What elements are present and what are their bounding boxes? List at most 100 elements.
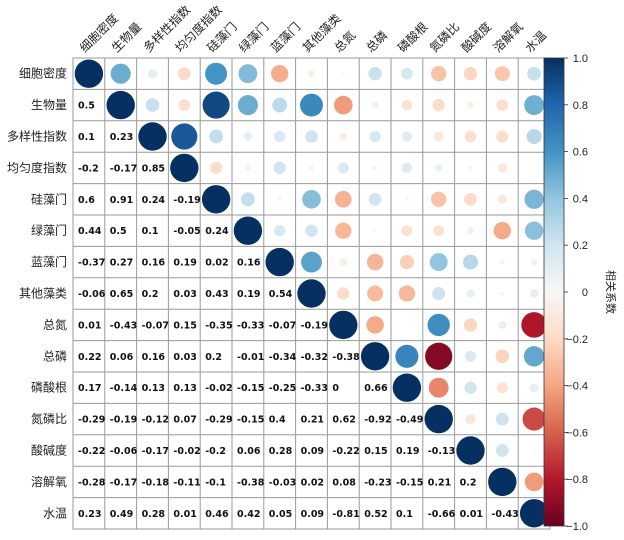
corr-value-8-3: 0.15 [173, 320, 196, 331]
corr-value-13-7: 0.02 [301, 477, 324, 488]
corr-value-10-9: 0.66 [364, 383, 388, 394]
corr-circle-2-2 [138, 122, 167, 151]
corr-circle-7-9 [367, 285, 384, 302]
corr-circle-5-6 [274, 225, 286, 237]
colorbar-tick-label-8: −0.6 [566, 427, 588, 439]
corr-circle-1-6 [272, 97, 288, 113]
corr-value-11-2: -0.12 [142, 415, 169, 426]
corr-circle-3-10 [401, 162, 413, 174]
col-label-9: 总磷 [363, 28, 391, 56]
corr-circle-1-13 [496, 99, 509, 111]
corr-circle-6-14 [530, 258, 538, 266]
corr-value-4-3: -0.19 [173, 195, 200, 206]
colorbar-tick-label-10: −1.0 [566, 521, 588, 533]
corr-value-13-3: -0.11 [173, 477, 200, 488]
corr-circle-8-12 [463, 318, 478, 332]
corr-circle-0-12 [463, 67, 478, 81]
corr-circle-7-12 [466, 289, 475, 298]
corr-value-1-0: 0.5 [78, 101, 95, 112]
corr-value-9-1: 0.06 [110, 352, 134, 363]
corr-value-12-5: 0.06 [237, 446, 261, 457]
corr-value-9-4: 0.2 [205, 352, 222, 363]
col-label-14: 水温 [522, 28, 549, 55]
corr-circle-1-4 [202, 91, 230, 119]
corr-circle-5-13 [493, 221, 512, 240]
corr-value-8-6: -0.07 [269, 320, 296, 331]
corr-circle-11-14 [522, 407, 546, 431]
corr-circle-0-8 [341, 72, 345, 76]
corr-circle-2-13 [496, 130, 509, 143]
corr-value-12-8: -0.22 [332, 446, 359, 457]
corr-value-11-3: 0.07 [173, 415, 196, 426]
corr-value-10-0: 0.17 [78, 383, 101, 394]
corr-value-6-3: 0.19 [173, 258, 196, 269]
col-label-6: 蓝藻门 [267, 19, 303, 55]
corr-circle-6-6 [265, 247, 294, 277]
corr-value-3-1: -0.17 [110, 163, 137, 174]
colorbar-tick-label-7: −0.4 [566, 381, 588, 393]
corr-value-3-2: 0.85 [142, 163, 165, 174]
corr-value-12-9: 0.15 [364, 446, 387, 457]
corr-circle-7-10 [398, 285, 416, 302]
corr-value-14-3: 0.01 [173, 509, 196, 520]
corr-circle-1-11 [432, 98, 445, 112]
corr-value-12-0: -0.22 [78, 446, 105, 457]
corr-circle-3-9 [372, 165, 378, 171]
corr-circle-4-9 [368, 192, 382, 206]
corr-value-7-4: 0.43 [205, 289, 228, 300]
col-label-5: 绿藻门 [235, 19, 271, 55]
corr-circle-8-9 [366, 316, 384, 334]
corr-circle-2-14 [526, 128, 542, 145]
corr-value-3-0: -0.2 [78, 163, 99, 174]
corr-circle-1-7 [300, 93, 323, 117]
corr-value-12-1: -0.06 [110, 446, 138, 457]
corr-circle-10-10 [392, 373, 422, 402]
corr-value-13-9: -0.23 [364, 477, 391, 488]
corr-circle-2-3 [171, 123, 198, 150]
corr-circle-8-13 [498, 320, 507, 329]
corr-value-10-7: -0.33 [301, 383, 328, 394]
corr-circle-14-14 [519, 499, 549, 528]
corr-circle-3-4 [209, 161, 223, 175]
corr-value-12-10: 0.19 [396, 446, 419, 457]
corr-value-7-5: 0.19 [237, 289, 260, 300]
corr-circle-2-8 [339, 132, 348, 141]
corr-circle-6-10 [399, 255, 414, 270]
corr-value-8-5: -0.33 [237, 320, 264, 331]
corr-value-14-2: 0.28 [142, 509, 166, 520]
corr-circle-2-5 [243, 132, 253, 141]
corr-value-7-6: 0.54 [269, 289, 293, 300]
corr-value-7-2: 0.2 [142, 289, 159, 300]
colorbar-tick-label-6: −0.2 [566, 334, 588, 346]
corr-value-5-3: -0.05 [173, 226, 200, 237]
corr-value-14-6: 0.05 [269, 509, 292, 520]
row-label-1: 生物量 [31, 98, 67, 112]
colorbar: 1.0 0.8 0.6 0.4 0.2 0 −0.2 −0.4 −0.6 −0.8 −1.0 相关系数 [543, 53, 618, 533]
corr-circle-13-13 [488, 467, 517, 497]
corr-value-14-5: 0.42 [237, 509, 260, 520]
corr-value-5-2: 0.1 [142, 226, 159, 237]
corr-value-9-3: 0.03 [173, 352, 196, 363]
corr-circle-12-12 [456, 436, 485, 465]
corr-circle-9-10 [395, 344, 419, 368]
corr-value-11-7: 0.21 [301, 415, 324, 426]
corr-circle-3-12 [468, 165, 473, 170]
corr-circle-0-3 [177, 67, 191, 81]
corr-circle-0-6 [271, 65, 289, 83]
corr-circle-7-7 [297, 279, 326, 308]
corr-circle-11-11 [424, 404, 453, 434]
corr-value-9-6: -0.34 [269, 352, 297, 363]
corr-circle-2-6 [274, 130, 286, 143]
corr-circle-0-1 [110, 63, 131, 84]
corr-value-2-0: 0.1 [78, 132, 95, 143]
corr-circle-11-12 [465, 413, 476, 425]
corr-value-13-12: 0.2 [460, 477, 477, 488]
corr-value-14-12: 0.01 [460, 509, 483, 520]
corr-circle-1-2 [145, 98, 160, 112]
colorbar-tick-label-5: 0 [582, 287, 588, 299]
corr-value-9-2: 0.16 [142, 352, 166, 363]
corr-circle-1-10 [401, 99, 413, 111]
row-label-2: 多样性指数 [7, 129, 67, 144]
corr-value-11-10: -0.49 [396, 415, 423, 426]
